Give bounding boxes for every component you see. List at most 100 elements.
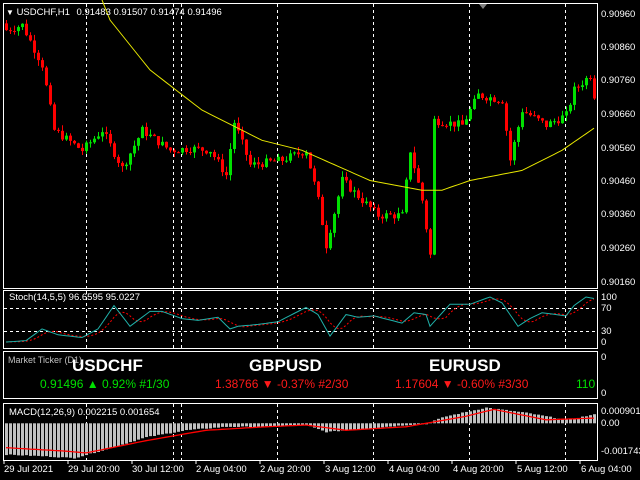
ticker-row-gbpusd: 1.38766 ▼ -0.37% #2/30: [215, 377, 348, 391]
arrow-down-icon: ▼: [261, 377, 274, 391]
ticker-symbol-usdchf[interactable]: USDCHF: [72, 356, 143, 375]
candle-body: [525, 112, 528, 114]
macd-bar: [9, 423, 12, 455]
ticker-rank: #3/30: [498, 377, 529, 391]
ticker-price: 110: [576, 377, 596, 391]
candle-body: [589, 77, 592, 79]
candle-body: [321, 196, 324, 226]
macd-bar: [165, 423, 168, 434]
ticker-symbol-gbpusd[interactable]: GBPUSD: [249, 356, 322, 375]
macd-bar: [589, 415, 592, 424]
macd-bar: [85, 423, 88, 456]
panel-frame: [3, 403, 598, 461]
macd-bar: [153, 423, 156, 437]
candle-body: [85, 142, 88, 152]
candle-body: [281, 156, 284, 161]
macd-bar: [289, 423, 292, 426]
macd-bar: [477, 409, 480, 424]
candle-body: [209, 151, 212, 154]
macd-bar: [189, 423, 192, 430]
macd-bar: [361, 423, 364, 430]
macd-bar: [241, 423, 244, 427]
macd-bar: [209, 423, 212, 429]
candle-body: [501, 102, 504, 104]
macd-bar: [89, 423, 92, 454]
macd-bar: [261, 423, 264, 427]
macd-bar: [77, 423, 80, 458]
macd-bar: [353, 423, 356, 430]
stoch-main-line: [5, 296, 595, 343]
macd-bar: [557, 418, 560, 424]
candle-body: [73, 140, 76, 144]
candle-body: [425, 200, 428, 230]
candle-body: [13, 30, 16, 32]
macd-bar: [513, 411, 516, 424]
chart-shift-marker[interactable]: [479, 4, 487, 9]
time-axis-label: 29 Jul 2021: [4, 464, 54, 475]
candle-body: [181, 148, 184, 153]
price-axis-label: 0.90460: [601, 176, 636, 187]
macd-bar: [517, 411, 520, 424]
macd-bar: [301, 423, 304, 425]
macd-title: MACD(12,26,9) 0.002215 0.001654: [9, 407, 160, 418]
candle-body: [65, 135, 68, 140]
macd-bar: [201, 423, 204, 429]
macd-bar: [185, 423, 188, 431]
macd-bar: [141, 423, 144, 439]
candle-body: [113, 143, 116, 157]
ticker-change: 0.92%: [101, 377, 136, 391]
ticker-rank: #1/30: [139, 377, 170, 391]
candle-body: [293, 152, 296, 154]
ticker-change: -0.37%: [276, 377, 315, 391]
candle-body: [185, 148, 188, 153]
macd-bar: [401, 423, 404, 426]
candle-body: [361, 198, 364, 204]
candle-body: [417, 168, 420, 183]
panel-frame: [3, 290, 598, 349]
macd-bar: [521, 412, 524, 424]
time-axis-label: 29 Jul 20:00: [68, 464, 120, 475]
macd-bar: [257, 423, 260, 427]
candle-body: [593, 78, 596, 99]
macd-bar: [213, 423, 216, 428]
candle-body: [373, 207, 376, 209]
candle-body: [369, 201, 372, 208]
candle-body: [249, 154, 252, 165]
macd-bar: [533, 414, 536, 424]
macd-bar: [329, 423, 332, 432]
candle-body: [145, 126, 148, 137]
candle-body: [325, 225, 328, 249]
macd-bar: [505, 409, 508, 424]
candle-body: [9, 30, 12, 32]
candle-body: [229, 149, 232, 176]
candle-body: [433, 118, 436, 255]
macd-bar: [501, 409, 504, 424]
macd-bar: [245, 423, 248, 427]
price-axis-label: 0.90760: [601, 75, 636, 86]
arrow-up-icon: ▲: [86, 377, 99, 391]
macd-bar: [45, 423, 48, 457]
macd-bar: [509, 410, 512, 424]
grid-lines: [4, 4, 597, 460]
dropdown-triangle-icon[interactable]: ▼: [6, 8, 14, 17]
macd-bar: [113, 423, 116, 448]
macd-bar: [125, 423, 128, 444]
time-axis-label: 2 Aug 20:00: [260, 464, 311, 475]
candle-body: [97, 136, 100, 139]
candle-body: [193, 146, 196, 153]
candle-body: [453, 121, 456, 127]
panel-frame: [3, 3, 598, 289]
candle-body: [137, 138, 140, 146]
candles: [5, 19, 596, 259]
candle-body: [117, 156, 120, 163]
candle-body: [577, 86, 580, 88]
macd-bar: [357, 423, 360, 430]
ticker-symbol-eurusd[interactable]: EURUSD: [429, 356, 501, 375]
candle-body: [413, 152, 416, 169]
symbol-header: ▼ USDCHF,H1 0.91483 0.91507 0.91474 0.91…: [6, 7, 222, 18]
price-axis-label: 0.90960: [601, 9, 636, 20]
candle-body: [89, 142, 92, 144]
macd-bar: [137, 423, 140, 440]
macd-bar: [373, 423, 376, 429]
